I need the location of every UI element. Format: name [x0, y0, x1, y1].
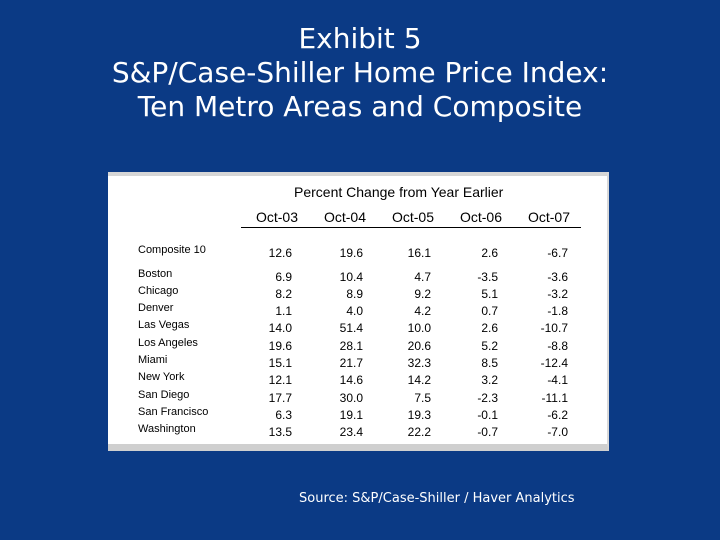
title-line-1: Exhibit 5: [298, 22, 422, 55]
table-cell: 8.2: [275, 287, 292, 301]
table-cell: 2.6: [481, 321, 498, 335]
table-cell: 19.6: [268, 339, 292, 353]
table-cell: 8.5: [481, 356, 498, 370]
table-cell: 3.2: [481, 373, 498, 387]
row-label: Washington: [138, 423, 196, 435]
table-cell: 14.2: [407, 373, 431, 387]
table-cell: 0.7: [481, 304, 498, 318]
table-cell: 51.4: [339, 321, 363, 335]
table-cell: -3.6: [547, 270, 568, 284]
table-cell: -7.0: [547, 425, 568, 439]
table-cell: 2.6: [481, 246, 498, 260]
column-header: Oct-03: [255, 209, 298, 225]
table-cell: 4.2: [414, 304, 431, 318]
table-cell: 28.1: [339, 339, 363, 353]
table-cell: -1.8: [547, 304, 568, 318]
table-cell: 5.2: [481, 339, 498, 353]
table-cell: 20.6: [407, 339, 431, 353]
table-cell: 6.3: [275, 408, 292, 422]
table-cell: 19.1: [339, 408, 363, 422]
table-cell: 7.5: [414, 391, 431, 405]
table-cell: 17.7: [268, 391, 292, 405]
table-cell: 4.0: [346, 304, 363, 318]
table-cell: 22.2: [407, 425, 431, 439]
table-cell: 30.0: [339, 391, 363, 405]
table-cell: 19.6: [339, 246, 363, 260]
table-cell: 9.2: [414, 287, 431, 301]
row-label: Composite 10: [138, 244, 206, 256]
table-cell: -10.7: [540, 321, 568, 335]
row-label: San Francisco: [138, 406, 209, 418]
column-header: Oct-04: [323, 209, 366, 225]
row-label: Boston: [138, 268, 173, 280]
table-cell: 23.4: [339, 425, 363, 439]
table-cell: 10.4: [339, 270, 363, 284]
table-cell: -4.1: [547, 373, 568, 387]
row-label: Denver: [138, 302, 174, 314]
table-cell: -0.7: [477, 425, 498, 439]
table-panel: Percent Change from Year Earlier Oct-03 O…: [108, 172, 609, 451]
table-cell: 13.5: [268, 425, 292, 439]
table-cell: -12.4: [540, 356, 568, 370]
table-cell: 19.3: [407, 408, 431, 422]
table-cell: 6.9: [275, 270, 292, 284]
column-header: Oct-06: [459, 209, 502, 225]
table-cell: -0.1: [477, 408, 498, 422]
table-cell: 12.6: [268, 246, 292, 260]
row-label: Las Vegas: [138, 319, 190, 331]
table-cell: 16.1: [407, 246, 431, 260]
table-cell: 5.1: [481, 287, 498, 301]
title-line-2: S&P/Case-Shiller Home Price Index:: [111, 56, 609, 89]
table-cell: 10.0: [407, 321, 431, 335]
row-label: Miami: [138, 354, 168, 366]
table-cell: 14.6: [339, 373, 363, 387]
panel-top-border: [108, 172, 607, 176]
table-cell: 15.1: [268, 356, 292, 370]
table-cell: -2.3: [477, 391, 498, 405]
table-cell: 21.7: [339, 356, 363, 370]
table-cell: 12.1: [268, 373, 292, 387]
title-line-3: Ten Metro Areas and Composite: [137, 90, 583, 123]
table-cell: -6.2: [547, 408, 568, 422]
table-cell: -8.8: [547, 339, 568, 353]
table-cell: -3.2: [547, 287, 568, 301]
table-cell: -3.5: [477, 270, 498, 284]
table-cell: -6.7: [547, 246, 568, 260]
table-heading: Percent Change from Year Earlier: [294, 184, 504, 200]
table-cell: 8.9: [346, 287, 363, 301]
row-label: Los Angeles: [138, 337, 198, 349]
row-label: New York: [138, 371, 185, 383]
source-note: Source: S&P/Case-Shiller / Haver Analyti…: [299, 491, 575, 506]
table-cell: -11.1: [541, 391, 568, 405]
table-cell: 32.3: [407, 356, 431, 370]
row-label: San Diego: [138, 389, 190, 401]
slide-title: Exhibit 5 S&P/Case-Shiller Home Price In…: [0, 22, 720, 124]
table-cell: 1.1: [275, 304, 292, 318]
table-cell: 14.0: [268, 321, 292, 335]
table-cell: 4.7: [414, 270, 431, 284]
column-header: Oct-05: [391, 209, 434, 225]
column-header: Oct-07: [527, 209, 570, 225]
header-rule: [241, 227, 581, 228]
row-label: Chicago: [138, 285, 179, 297]
